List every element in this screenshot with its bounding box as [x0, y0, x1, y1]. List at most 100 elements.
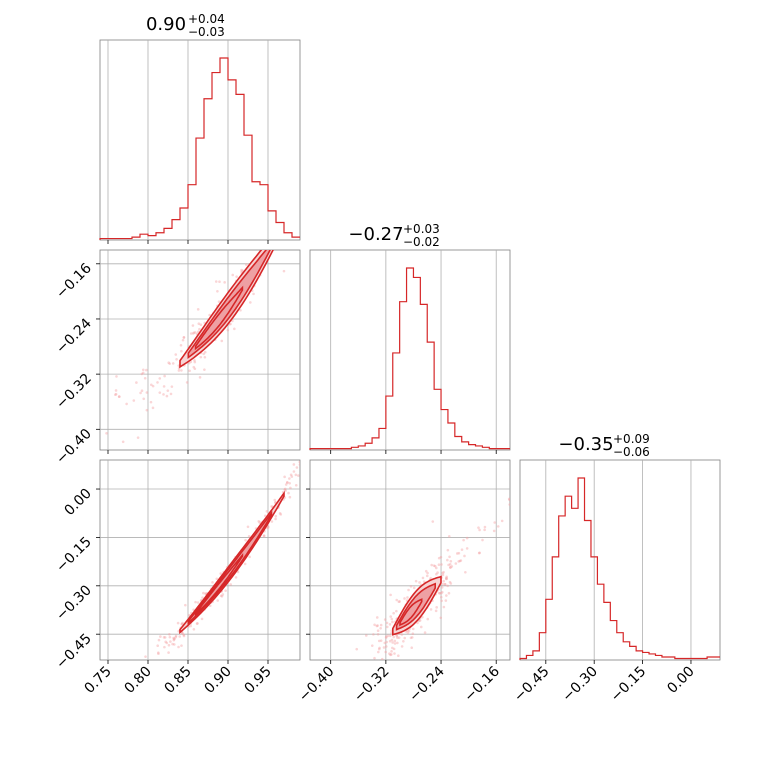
scatter-point: [252, 292, 255, 296]
scatter-point: [370, 644, 374, 647]
scatter-point: [478, 528, 481, 532]
scatter-point: [244, 538, 247, 542]
param-title-value: 0.90: [146, 14, 186, 35]
scatter-point: [465, 547, 469, 550]
scatter-point: [385, 621, 389, 625]
scatter-point: [379, 623, 383, 627]
scatter-point: [163, 374, 166, 378]
scatter-point: [240, 270, 243, 274]
scatter-point: [449, 566, 452, 569]
scatter-point: [442, 579, 445, 583]
scatter-point: [179, 343, 183, 347]
scatter-point: [203, 368, 206, 371]
y-tick-label: 0.00: [61, 486, 94, 519]
scatter-point: [377, 650, 380, 654]
scatter-point: [156, 381, 159, 384]
scatter-point: [257, 519, 261, 523]
scatter-point: [249, 301, 252, 304]
scatter-point: [182, 336, 186, 339]
scatter-point: [172, 638, 176, 642]
scatter-point: [431, 520, 435, 523]
x-tick-label: −0.40: [296, 664, 338, 706]
contour-line-mid: [187, 510, 273, 625]
scatter-point: [396, 641, 399, 645]
scatter-point: [376, 632, 380, 636]
scatter-point: [239, 308, 242, 312]
scatter-point: [262, 534, 266, 538]
scatter-point: [440, 586, 444, 589]
scatter-point: [283, 475, 286, 479]
scatter-point: [193, 367, 197, 371]
scatter-point: [177, 645, 180, 649]
scatter-point: [198, 376, 202, 379]
scatter-point: [355, 647, 359, 651]
scatter-point: [434, 566, 438, 570]
scatter-point: [282, 269, 286, 273]
scatter-point: [409, 585, 413, 588]
param-title-plus: +0.04: [188, 12, 225, 26]
scatter-point: [220, 339, 224, 343]
scatter-point: [395, 634, 399, 638]
scatter-point: [172, 636, 175, 640]
scatter-point: [208, 313, 211, 317]
x-tick-label: 0.85: [161, 664, 194, 697]
scatter-point: [393, 652, 396, 655]
scatter-point: [270, 520, 274, 523]
scatter-point: [114, 392, 118, 396]
scatter-point: [164, 640, 167, 644]
scatter-point: [377, 647, 381, 651]
scatter-point: [158, 391, 162, 394]
scatter-point: [149, 400, 153, 404]
param-title-value: −0.27: [348, 224, 403, 245]
scatter-point: [292, 470, 296, 473]
scatter-point: [448, 566, 452, 569]
scatter-point: [443, 582, 447, 586]
x-tick-label: 0.75: [81, 664, 114, 697]
scatter-point: [157, 652, 160, 656]
scatter-point: [407, 588, 410, 592]
scatter-point: [294, 483, 298, 487]
scatter-point: [204, 592, 207, 595]
scatter-point: [151, 406, 155, 410]
scatter-point: [278, 512, 282, 515]
scatter-point: [392, 611, 395, 615]
contour-fill-mid: [396, 583, 436, 630]
scatter-point: [446, 584, 449, 588]
scatter-point: [171, 642, 174, 646]
scatter-point: [181, 338, 185, 342]
scatter-point: [462, 538, 465, 542]
scatter-point: [390, 650, 393, 653]
scatter-point: [157, 651, 160, 654]
scatter-point: [139, 391, 142, 395]
scatter-point: [442, 570, 445, 574]
scatter-point: [192, 365, 196, 369]
scatter-point: [182, 633, 186, 637]
scatter-point: [143, 376, 147, 380]
scatter-point: [156, 644, 160, 648]
scatter-point: [438, 591, 441, 595]
histogram-step: [519, 477, 720, 660]
scatter-point: [208, 604, 212, 608]
scatter-layer: [355, 497, 510, 660]
scatter-point: [265, 510, 269, 513]
scatter-point: [448, 580, 452, 584]
scatter-point: [169, 392, 173, 396]
scatter-point: [402, 639, 405, 643]
histogram-panel: −0.45 −0.30 −0.15 0.00 −0.35 +0.09−0.06: [511, 432, 721, 705]
scatter-point: [132, 399, 136, 402]
scatter-point: [105, 431, 108, 435]
scatter-point: [447, 591, 451, 595]
contour-line-mid: [395, 582, 436, 631]
scatter-point: [432, 564, 436, 567]
scatter-point: [246, 525, 250, 529]
scatter-point: [288, 477, 291, 480]
scatter-point: [372, 633, 375, 636]
scatter-point: [379, 626, 382, 630]
scatter-point: [397, 654, 400, 658]
scatter-point: [182, 634, 186, 638]
scatter-point: [166, 389, 170, 392]
scatter-point: [175, 358, 178, 361]
param-title-minus: −0.02: [403, 235, 440, 249]
scatter-point: [457, 551, 461, 555]
